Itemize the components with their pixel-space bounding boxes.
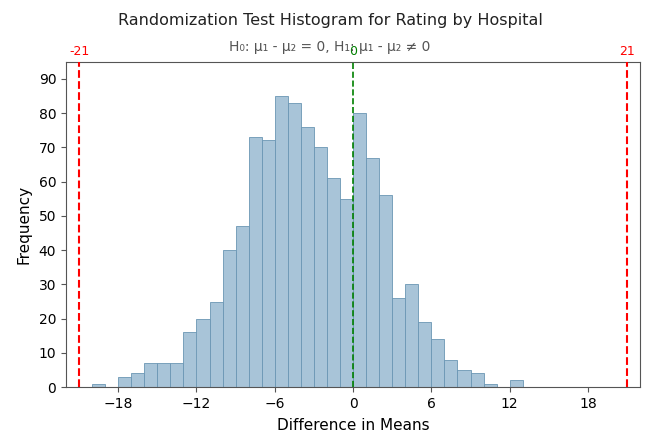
Bar xyxy=(262,140,275,387)
Bar xyxy=(275,96,288,387)
Bar xyxy=(379,195,392,387)
Bar xyxy=(457,370,471,387)
Bar xyxy=(222,250,236,387)
Bar xyxy=(510,380,523,387)
Bar xyxy=(392,298,405,387)
Bar xyxy=(157,363,170,387)
Bar xyxy=(340,199,353,387)
Bar xyxy=(444,360,457,387)
Text: Randomization Test Histogram for Rating by Hospital: Randomization Test Histogram for Rating … xyxy=(117,13,543,28)
Bar xyxy=(131,374,145,387)
Text: H₀: μ₁ - μ₂ = 0, H₁: μ₁ - μ₂ ≠ 0: H₀: μ₁ - μ₂ = 0, H₁: μ₁ - μ₂ ≠ 0 xyxy=(229,40,431,54)
Bar xyxy=(92,384,105,387)
Bar xyxy=(249,137,262,387)
Text: 0: 0 xyxy=(349,45,357,59)
Bar xyxy=(366,158,379,387)
Bar xyxy=(314,147,327,387)
Bar xyxy=(405,284,418,387)
Bar xyxy=(432,339,444,387)
X-axis label: Difference in Means: Difference in Means xyxy=(277,418,430,433)
Bar xyxy=(418,322,432,387)
Text: -21: -21 xyxy=(69,45,89,59)
Bar xyxy=(301,127,314,387)
Bar xyxy=(288,103,301,387)
Bar xyxy=(183,332,197,387)
Bar xyxy=(170,363,183,387)
Bar xyxy=(353,113,366,387)
Bar xyxy=(197,319,209,387)
Bar xyxy=(484,384,496,387)
Bar xyxy=(145,363,157,387)
Bar xyxy=(118,377,131,387)
Bar xyxy=(209,301,222,387)
Bar xyxy=(471,374,484,387)
Y-axis label: Frequency: Frequency xyxy=(16,185,32,264)
Bar xyxy=(236,226,249,387)
Text: 21: 21 xyxy=(619,45,635,59)
Bar xyxy=(327,178,340,387)
